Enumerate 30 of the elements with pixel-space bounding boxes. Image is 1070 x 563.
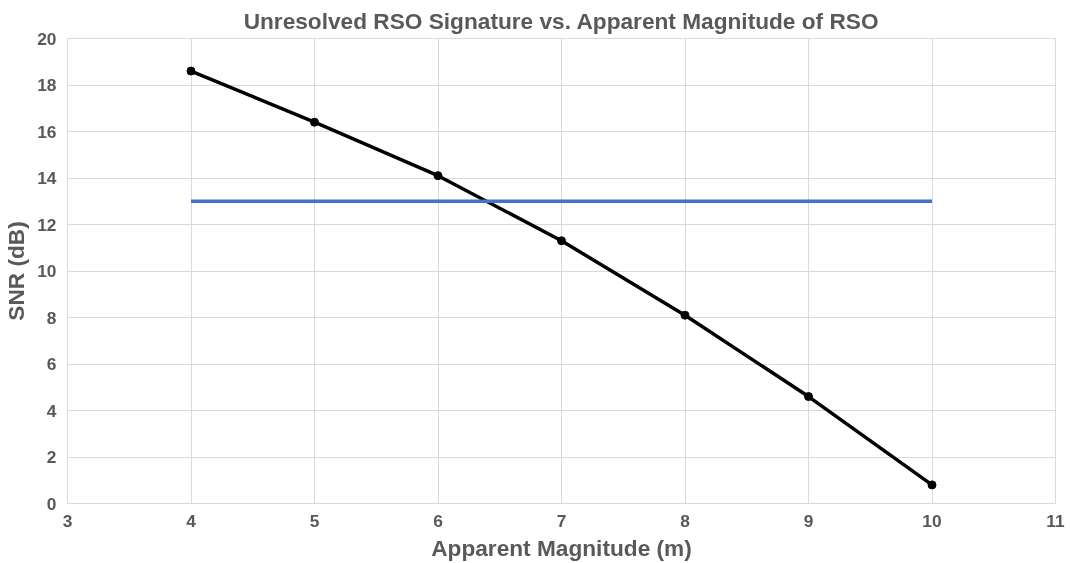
point: [433, 171, 443, 181]
y-tick-label: 20: [37, 28, 57, 49]
x-tick-label: 8: [680, 510, 691, 531]
chart-title: Unresolved RSO Signature vs. Apparent Magnitude of RSO: [243, 7, 879, 34]
y-tick-label: 6: [46, 354, 57, 374]
point: [310, 117, 319, 127]
point: [804, 392, 813, 402]
x-tick-label: 6: [433, 510, 444, 531]
point: [927, 480, 937, 490]
y-tick-label: 12: [37, 214, 57, 235]
point: [680, 310, 690, 320]
y-tick-label: 18: [37, 75, 57, 95]
y-tick-label: 2: [46, 447, 57, 467]
x-tick-label: 10: [922, 510, 942, 531]
x-tick-label: 7: [556, 510, 567, 531]
y-tick-label: 8: [46, 307, 57, 328]
y-tick-label: 4: [46, 400, 57, 421]
x-tick-label: 11: [1046, 510, 1066, 531]
y-tick-label: 10: [37, 261, 57, 281]
y-tick-label: 0: [46, 493, 57, 514]
y-axis-title: SNR (dB): [3, 221, 30, 321]
point: [557, 236, 566, 246]
x-axis-title: Apparent Magnitude (m): [431, 534, 692, 561]
y-tick-label: 16: [37, 121, 57, 142]
x-tick-label: 3: [62, 510, 73, 531]
x-tick-label: 4: [186, 510, 197, 531]
x-tick-label: 9: [803, 510, 814, 531]
y-tick-label: 14: [37, 168, 57, 188]
point: [186, 66, 196, 76]
x-tick-label: 5: [309, 510, 320, 531]
